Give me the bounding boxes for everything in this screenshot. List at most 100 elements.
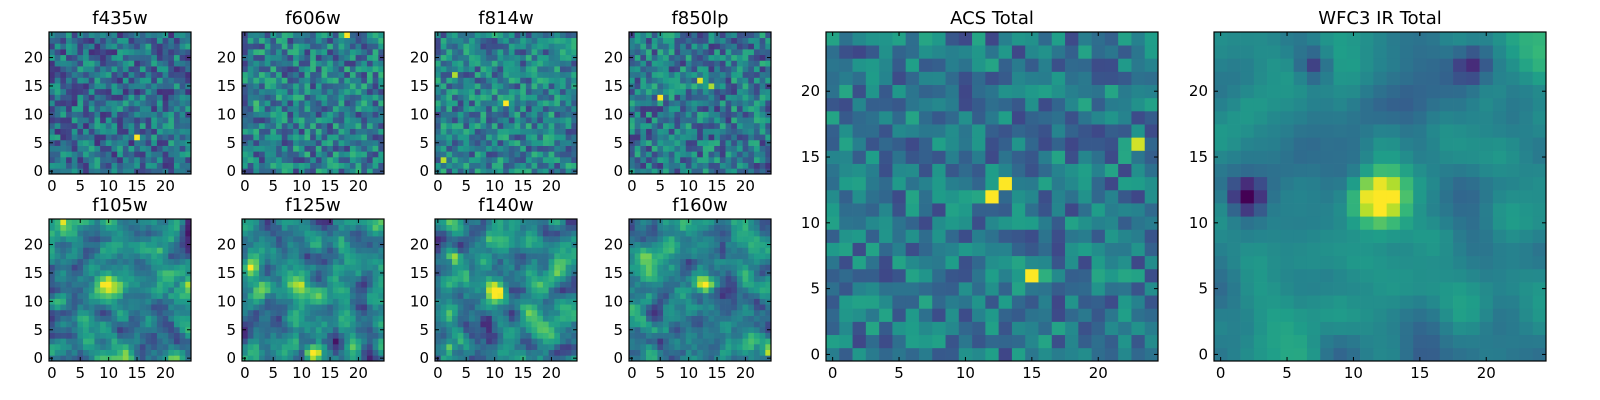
heatmap-cell	[719, 270, 726, 277]
heatmap-cell	[651, 77, 658, 84]
heatmap-cell	[457, 355, 464, 362]
heatmap-cell	[725, 162, 732, 169]
heatmap-cell	[122, 111, 129, 118]
heatmap-cell	[304, 343, 311, 350]
heatmap-cell	[310, 287, 317, 294]
heatmap-cell	[122, 60, 129, 67]
heatmap-cell	[469, 117, 476, 124]
heatmap-cell	[332, 105, 339, 112]
heatmap-cell	[525, 275, 532, 282]
heatmap-cell	[315, 49, 322, 56]
heatmap-cell	[497, 43, 504, 50]
heatmap-cell	[452, 298, 459, 305]
heatmap-cell	[247, 275, 254, 282]
heatmap-cell	[276, 145, 283, 152]
heatmap-cell	[247, 247, 254, 254]
heatmap-cell	[173, 32, 180, 39]
heatmap-cell	[503, 100, 510, 107]
heatmap-cell	[542, 77, 549, 84]
heatmap-cell	[185, 349, 192, 356]
heatmap-cell	[440, 309, 447, 316]
heatmap-cell	[105, 145, 112, 152]
heatmap-cell	[565, 309, 572, 316]
heatmap-cell	[117, 71, 124, 78]
heatmap-cell	[66, 349, 73, 356]
y-tick-label: 5	[419, 134, 429, 152]
heatmap-cell	[542, 37, 549, 44]
heatmap-cell	[156, 49, 163, 56]
heatmap-cell	[497, 258, 504, 265]
heatmap-cell	[508, 332, 515, 339]
heatmap-cell	[361, 83, 368, 90]
heatmap-cell	[111, 326, 118, 333]
heatmap-cell	[708, 338, 715, 345]
heatmap-cell	[742, 145, 749, 152]
heatmap-cell	[344, 32, 351, 39]
heatmap-cell	[270, 71, 277, 78]
heatmap-cell	[480, 281, 487, 288]
heatmap-cell	[327, 258, 334, 265]
heatmap-cell	[293, 32, 300, 39]
heatmap-cell	[691, 122, 698, 129]
heatmap-cell	[725, 139, 732, 146]
heatmap-cell	[128, 83, 135, 90]
heatmap-cell	[247, 219, 254, 226]
heatmap-cell	[503, 128, 510, 135]
heatmap-cell	[452, 83, 459, 90]
heatmap-cell	[139, 54, 146, 61]
heatmap-cell	[651, 343, 658, 350]
heatmap-cell	[327, 241, 334, 248]
heatmap-cell	[122, 66, 129, 73]
heatmap-cell	[537, 134, 544, 141]
heatmap-cell	[378, 304, 385, 311]
heatmap-cell	[668, 88, 675, 95]
heatmap-cell	[332, 309, 339, 316]
heatmap-cell	[725, 66, 732, 73]
heatmap-cell	[520, 128, 527, 135]
heatmap-cell	[759, 145, 766, 152]
heatmap-cell	[503, 304, 510, 311]
y-tick-label: 5	[226, 321, 236, 339]
heatmap-cell	[503, 253, 510, 260]
heatmap-cell	[111, 162, 118, 169]
heatmap-cell	[742, 37, 749, 44]
heatmap-cell	[765, 43, 772, 50]
heatmap-cell	[128, 287, 135, 294]
heatmap-cell	[315, 287, 322, 294]
heatmap-cell	[668, 287, 675, 294]
heatmap-cell	[298, 230, 305, 237]
heatmap-cell	[446, 94, 453, 101]
heatmap-cell	[520, 270, 527, 277]
heatmap-cell	[332, 253, 339, 260]
heatmap-cell	[486, 54, 493, 61]
heatmap-cell	[634, 77, 641, 84]
heatmap-cell	[315, 224, 322, 231]
heatmap-cell	[344, 270, 351, 277]
heatmap-cell	[497, 162, 504, 169]
heatmap-cell	[668, 270, 675, 277]
heatmap-cell	[111, 37, 118, 44]
heatmap-cell	[542, 43, 549, 50]
heatmap-cell	[315, 100, 322, 107]
heatmap-cell	[514, 37, 521, 44]
heatmap-cell	[378, 32, 385, 39]
heatmap-cell	[327, 309, 334, 316]
heatmap-cell	[361, 338, 368, 345]
heatmap-cell	[452, 100, 459, 107]
heatmap-cell	[378, 332, 385, 339]
heatmap-cell	[151, 270, 158, 277]
heatmap-cell	[559, 247, 566, 254]
heatmap-cell	[469, 321, 476, 328]
heatmap-cell	[663, 117, 670, 124]
heatmap-cell	[759, 162, 766, 169]
heatmap-cell	[503, 349, 510, 356]
heatmap-cell	[111, 111, 118, 118]
heatmap-cell	[719, 145, 726, 152]
heatmap-cell	[554, 66, 561, 73]
heatmap-cell	[514, 134, 521, 141]
heatmap-cell	[321, 338, 328, 345]
heatmap-cell	[725, 338, 732, 345]
y-tick-label: 15	[24, 264, 43, 282]
heatmap-cell	[537, 139, 544, 146]
heatmap-cell	[281, 111, 288, 118]
